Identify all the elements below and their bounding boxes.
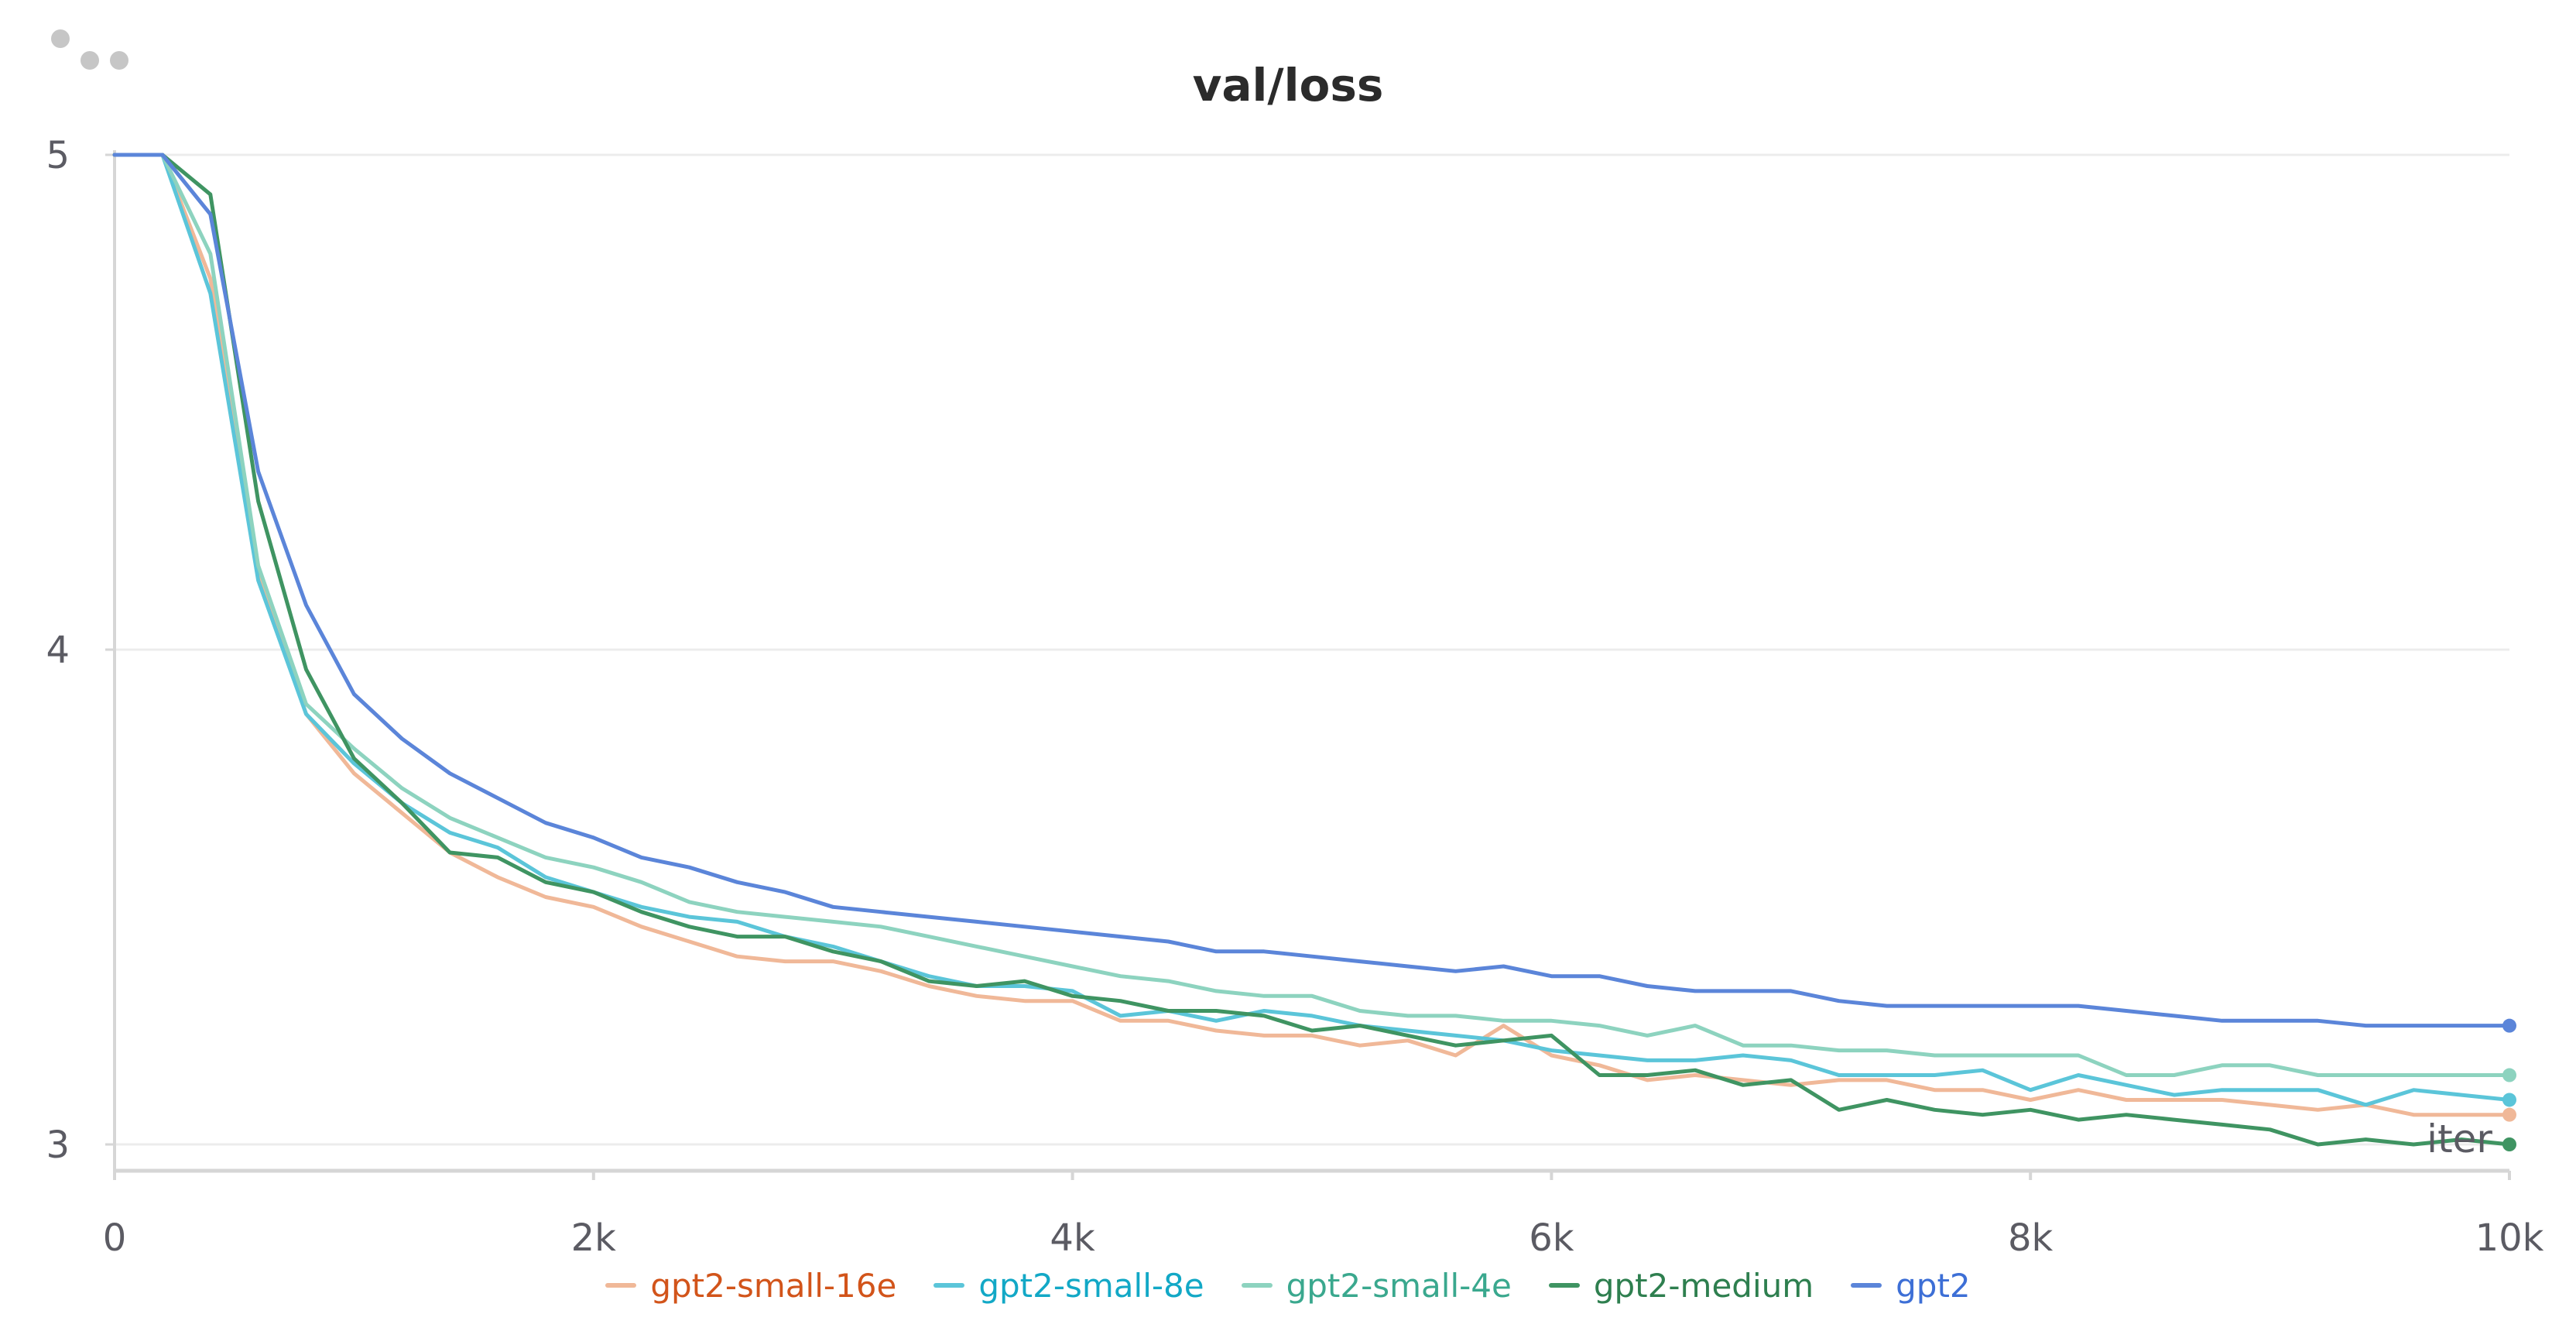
legend-swatch: [1548, 1283, 1580, 1288]
y-tick-label: 5: [46, 134, 70, 177]
series-end-point-gpt2-medium: [2502, 1137, 2516, 1151]
series-line-gpt2-small-16e: [112, 153, 2512, 1117]
legend-item-gpt2-small-16e[interactable]: gpt2-small-16e: [605, 1267, 896, 1305]
series-layer: [112, 153, 2516, 1151]
series-line-gpt2-medium: [112, 153, 2512, 1147]
chart-title: val/loss: [1193, 59, 1384, 112]
legend-label: gpt2: [1896, 1266, 1971, 1305]
legend-item-gpt2-medium[interactable]: gpt2-medium: [1548, 1266, 1814, 1305]
series-line-gpt2: [112, 153, 2512, 1028]
x-axis-label: iter: [2427, 1117, 2492, 1161]
axes: 3 4 5 0 2k 4k 6k 8k 10k: [46, 134, 2543, 1260]
x-tick-label: 6k: [1529, 1216, 1574, 1260]
series-end-point-gpt2-small-16e: [2502, 1107, 2516, 1122]
x-tick-label: 2k: [571, 1216, 617, 1260]
grid-lines: [115, 153, 2509, 1146]
legend-swatch: [1851, 1283, 1882, 1288]
legend-label: gpt2-medium: [1593, 1266, 1814, 1305]
legend-item-gpt2-small-4e[interactable]: gpt2-small-4e: [1241, 1266, 1512, 1305]
legend-item-gpt2-small-8e[interactable]: gpt2-small-8e: [933, 1267, 1204, 1305]
ellipsis-icon[interactable]: [46, 28, 139, 74]
legend-label: gpt2-small-16e: [650, 1266, 897, 1305]
series-line-gpt2-small-4e: [112, 153, 2512, 1077]
legend-label: gpt2-small-4e: [1286, 1266, 1512, 1305]
legend-swatch: [1241, 1283, 1273, 1288]
legend-label: gpt2-small-8e: [978, 1266, 1204, 1305]
series-end-point-gpt2: [2502, 1018, 2516, 1033]
x-tick-label: 8k: [2008, 1216, 2054, 1260]
legend-swatch: [605, 1283, 637, 1288]
legend-swatch: [933, 1283, 965, 1288]
legend-item-gpt2[interactable]: gpt2: [1851, 1267, 1971, 1305]
series-end-point-gpt2-small-8e: [2502, 1093, 2516, 1107]
x-tick-label: 4k: [1050, 1216, 1095, 1260]
series-end-point-gpt2-small-4e: [2502, 1068, 2516, 1082]
legend: gpt2-small-16e gpt2-small-8e gpt2-small-4e…: [0, 1253, 2576, 1318]
y-tick-label: 4: [46, 629, 70, 672]
x-tick-label: 10k: [2475, 1216, 2544, 1260]
y-tick-label: 3: [46, 1124, 70, 1167]
series-line-gpt2-small-8e: [112, 153, 2512, 1107]
x-tick-label: 0: [103, 1216, 127, 1260]
